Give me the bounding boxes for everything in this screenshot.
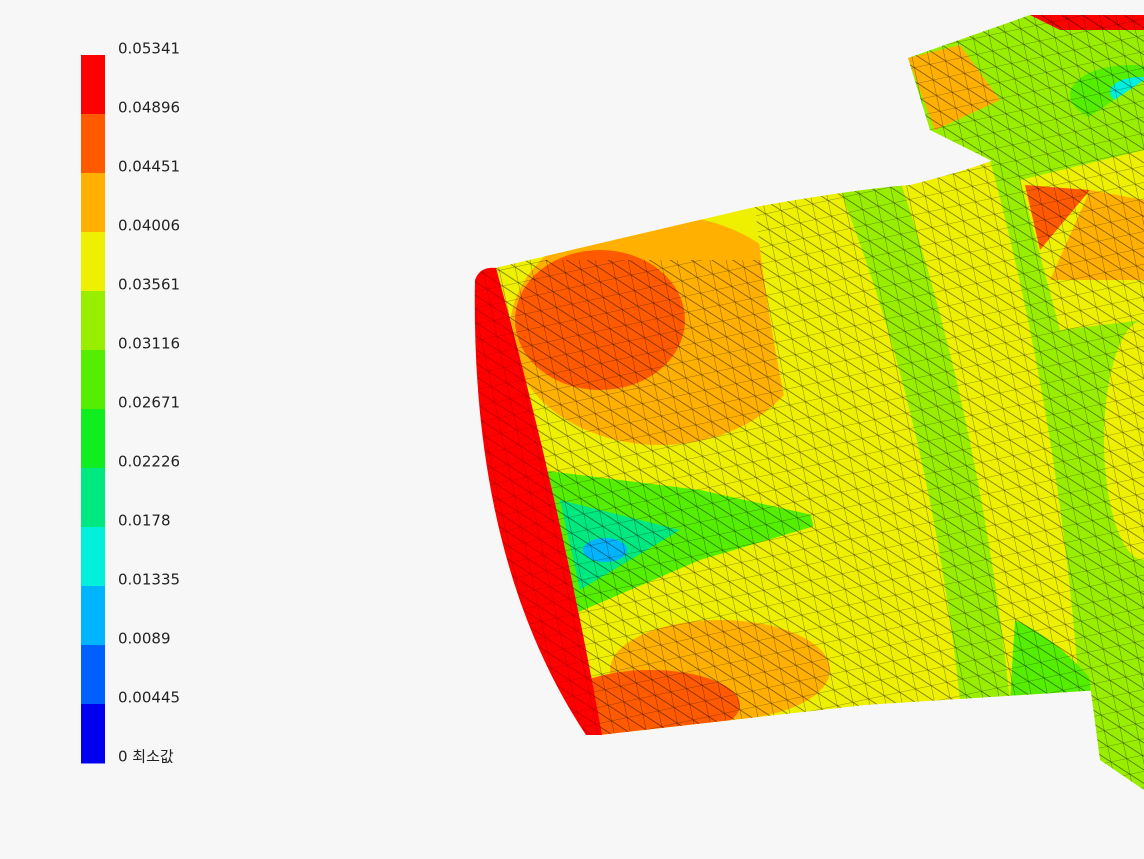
legend-label: 0.04896 — [118, 99, 180, 117]
legend-band — [81, 114, 105, 174]
legend-label: 0 최소값 — [118, 748, 174, 766]
legend-band — [81, 527, 105, 587]
color-legend: 0.05341 0.04896 0.04451 0.04006 0.03561 0.031… — [81, 40, 180, 766]
legend-label: 0.0089 — [118, 630, 171, 648]
legend-band — [81, 55, 105, 115]
legend-label: 0.03116 — [118, 335, 180, 353]
legend-band — [81, 586, 105, 646]
legend-band — [81, 291, 105, 351]
legend-label: 0.02671 — [118, 394, 180, 412]
legend-label: 0.04451 — [118, 158, 180, 176]
legend-band — [81, 704, 105, 764]
legend-band — [81, 173, 105, 233]
legend-label: 0.01335 — [118, 571, 180, 589]
legend-label: 0.05341 — [118, 40, 180, 58]
mesh-model — [474, 15, 1144, 790]
legend-band — [81, 468, 105, 528]
legend-band — [81, 232, 105, 292]
legend-band — [81, 409, 105, 469]
legend-label: 0.00445 — [118, 689, 180, 707]
legend-label: 0.04006 — [118, 217, 180, 235]
legend-band — [81, 350, 105, 410]
legend-band — [81, 645, 105, 705]
legend-label: 0.03561 — [118, 276, 180, 294]
legend-label: 0.02226 — [118, 453, 180, 471]
legend-label: 0.0178 — [118, 512, 171, 530]
